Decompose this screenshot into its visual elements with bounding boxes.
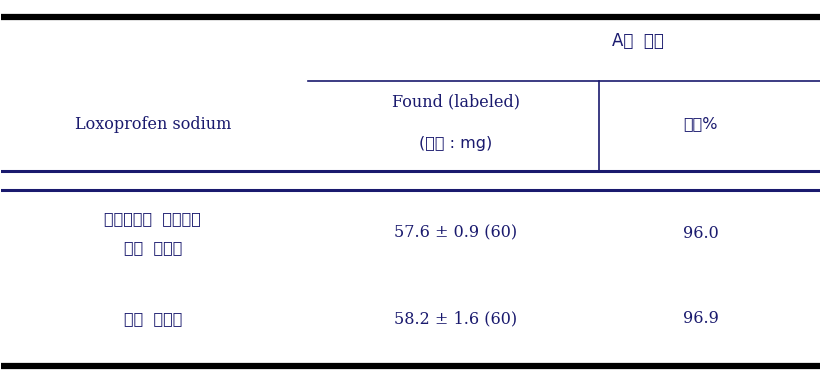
Text: Found (labeled): Found (labeled)	[392, 94, 520, 111]
Text: 96.0: 96.0	[683, 225, 719, 242]
Text: Loxoprofen sodium: Loxoprofen sodium	[75, 116, 231, 133]
Text: 기준  시험법: 기준 시험법	[124, 240, 182, 255]
Text: 그린  시험법: 그린 시험법	[124, 311, 182, 326]
Text: 함량%: 함량%	[684, 116, 718, 131]
Text: (단위 : mg): (단위 : mg)	[419, 136, 492, 151]
Text: 대한약전외  의약품등: 대한약전외 의약품등	[104, 211, 201, 227]
Text: 96.9: 96.9	[683, 310, 719, 327]
Text: 58.2 ± 1.6 (60): 58.2 ± 1.6 (60)	[394, 310, 517, 327]
Text: 57.6 ± 0.9 (60): 57.6 ± 0.9 (60)	[394, 225, 517, 242]
Text: A사  제품: A사 제품	[612, 32, 663, 50]
